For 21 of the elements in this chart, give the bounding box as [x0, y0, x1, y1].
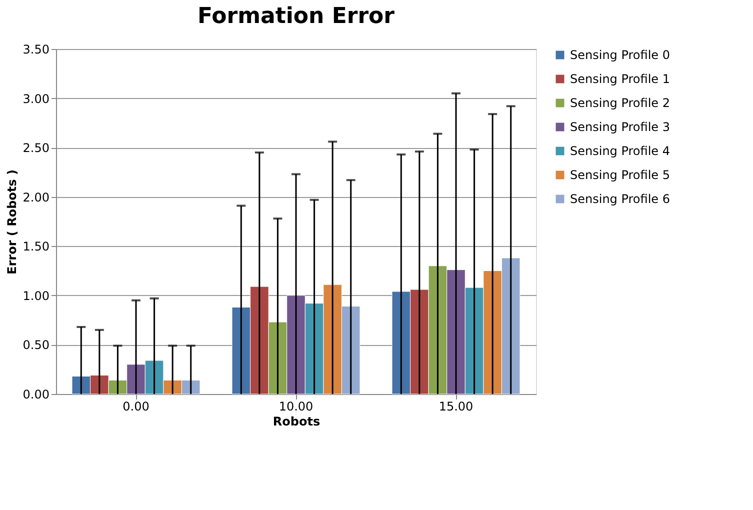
chart-title: Formation Error — [197, 4, 395, 29]
y-tick-label: 1.50 — [22, 240, 50, 254]
x-axis-title: Robots — [272, 414, 320, 428]
legend-label: Sensing Profile 4 — [570, 144, 670, 158]
legend-label: Sensing Profile 2 — [570, 96, 670, 110]
x-tick-label: 15.00 — [438, 400, 474, 414]
y-axis-title: Error ( Robots ) — [4, 170, 19, 274]
y-tick-label: 0.00 — [22, 388, 50, 402]
y-tick-label: 0.50 — [22, 338, 50, 352]
y-tick-label: 2.50 — [22, 141, 50, 156]
legend-label: Sensing Profile 3 — [570, 120, 670, 134]
legend-label: Sensing Profile 6 — [570, 192, 670, 206]
y-tick-label: 3.50 — [22, 42, 50, 56]
y-tick-label: 1.00 — [22, 288, 50, 303]
x-tick-label: 0.00 — [122, 400, 150, 414]
legend-label: Sensing Profile 0 — [570, 48, 670, 62]
legend-label: Sensing Profile 5 — [570, 168, 670, 182]
x-tick-label: 10.00 — [278, 400, 314, 414]
y-tick-label: 2.00 — [22, 190, 50, 204]
y-tick-label: 3.00 — [22, 92, 50, 106]
legend-label: Sensing Profile 1 — [570, 72, 670, 86]
